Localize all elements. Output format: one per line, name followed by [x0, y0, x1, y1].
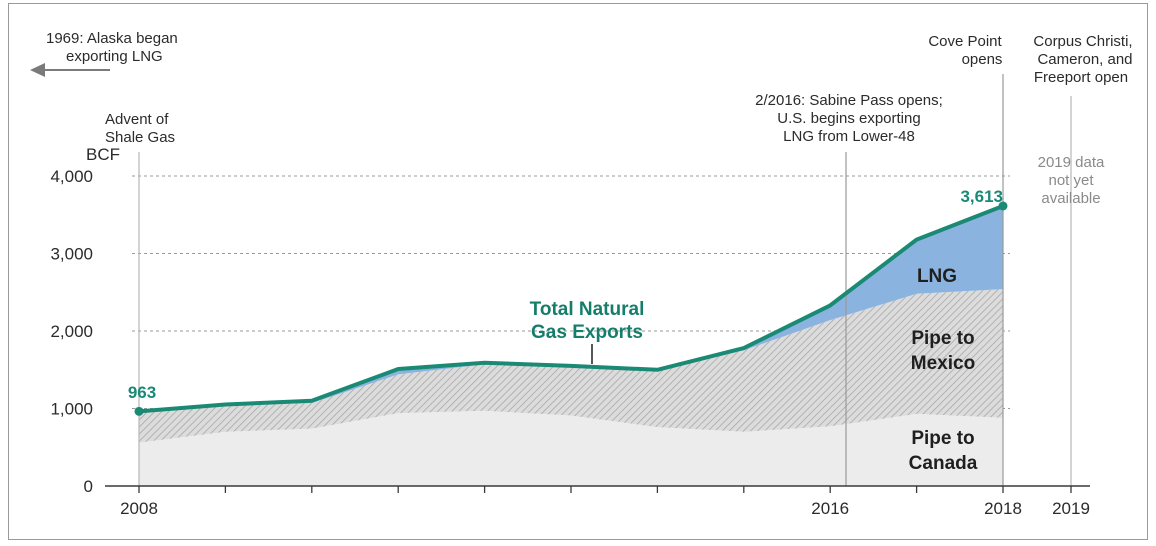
y-tick-label: 2,000: [50, 322, 93, 341]
area-series: [139, 206, 1003, 486]
annotation-sabine-line2: U.S. begins exporting: [777, 110, 920, 127]
total-label-line2: Gas Exports: [531, 322, 643, 343]
annotation-corpus-line1: Corpus Christi,: [1033, 33, 1132, 50]
total-point-last: [998, 201, 1008, 211]
annotation-cove-line2: opens: [962, 51, 1003, 68]
x-axis: [105, 485, 1090, 493]
value-label-first: 963: [128, 383, 156, 402]
area-lng: [139, 206, 1003, 414]
y-tick-label: 3,000: [50, 245, 93, 264]
annotation-sabine-line1: 2/2016: Sabine Pass opens;: [755, 92, 943, 109]
annotation-corpus-line3: Freeport open: [1034, 69, 1128, 86]
y-axis-ticks: 0 1,000 2,000 3,000 4,000: [50, 167, 93, 496]
total-exports-series: [134, 201, 1008, 416]
series-label-canada-line2: Canada: [909, 453, 978, 474]
annotation-corpus-line2: Cameron, and: [1037, 51, 1132, 68]
total-label-line1: Total Natural: [530, 299, 645, 320]
annotation-alaska-line2: exporting LNG: [66, 48, 163, 65]
total-point-first: [134, 406, 144, 416]
annotation-alaska: 1969: Alaska began exporting LNG: [30, 30, 178, 77]
total-exports-line: [138, 204, 1004, 414]
milestone-lines: [138, 74, 1072, 486]
annotation-alaska-line1: 1969: Alaska began: [46, 30, 178, 47]
x-tick-label: 2008: [120, 499, 158, 518]
series-label-canada-line1: Pipe to: [911, 428, 974, 449]
area-pipe-to-canada: [139, 410, 1003, 486]
area-pipe-to-mexico: [139, 289, 1003, 443]
value-label-last: 3,613: [960, 187, 1003, 206]
x-tick-label: 2019: [1052, 499, 1090, 518]
data-note-line1: 2019 data: [1038, 154, 1105, 171]
arrow-left-icon: [30, 63, 45, 77]
annotation-shale-line1: Advent of: [105, 111, 169, 128]
series-label-lng: LNG: [917, 266, 957, 287]
y-tick-label: 4,000: [50, 167, 93, 186]
x-axis-ticks: 2008 2016 2018 2019: [120, 499, 1090, 518]
x-tick-label: 2018: [984, 499, 1022, 518]
y-tick-label: 1,000: [50, 400, 93, 419]
data-note-line2: not yet: [1048, 172, 1094, 189]
x-tick-label: 2016: [811, 499, 849, 518]
annotation-shale-line2: Shale Gas: [105, 129, 175, 146]
annotation-cove-line1: Cove Point: [928, 33, 1002, 50]
data-note-line3: available: [1041, 190, 1100, 207]
y-tick-label: 0: [84, 477, 93, 496]
annotation-sabine-line3: LNG from Lower-48: [783, 128, 915, 145]
series-label-mexico-line1: Pipe to: [911, 328, 974, 349]
series-label-mexico-line2: Mexico: [911, 353, 975, 374]
y-axis-title: BCF: [86, 145, 120, 164]
